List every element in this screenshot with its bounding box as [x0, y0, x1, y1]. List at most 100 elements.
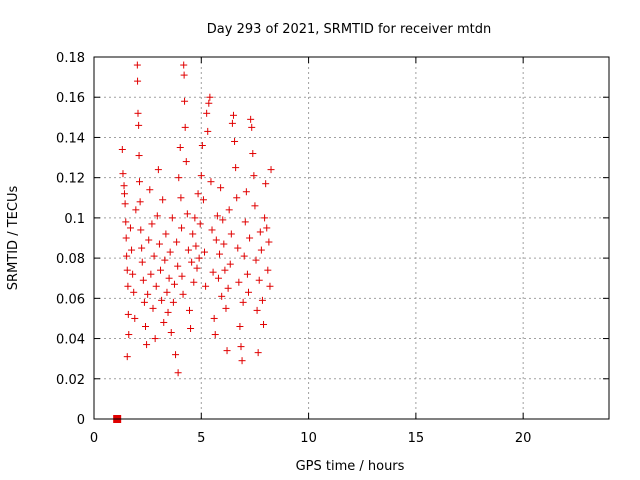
data-point	[210, 314, 218, 322]
data-point	[194, 190, 202, 198]
data-point	[231, 137, 239, 145]
data-point	[213, 212, 221, 220]
y-tick-label: 0.12	[56, 172, 85, 187]
data-point	[249, 150, 257, 158]
y-tick-label: 0.16	[56, 91, 85, 106]
data-point	[237, 343, 245, 351]
data-point	[243, 270, 251, 278]
data-point	[266, 282, 274, 290]
data-point	[257, 246, 265, 254]
data-point	[145, 236, 153, 244]
data-point	[177, 194, 185, 202]
data-point	[253, 306, 261, 314]
data-point	[158, 296, 166, 304]
data-point	[196, 220, 204, 228]
data-point	[189, 230, 197, 238]
data-point	[250, 172, 258, 180]
data-point	[264, 266, 272, 274]
data-point	[261, 214, 269, 222]
data-point	[121, 200, 129, 208]
plot-frame	[93, 56, 610, 420]
axis-ticks: 0 0.02 0.04 0.06 0.08 0.1 0.12 0.14 0.16 0.18 0 5 10…	[56, 51, 609, 446]
data-point	[134, 109, 142, 117]
data-point	[169, 298, 177, 306]
data-point	[184, 246, 192, 254]
data-point	[133, 61, 141, 69]
grid-lines	[94, 57, 609, 419]
data-point	[135, 178, 143, 186]
data-point	[131, 314, 139, 322]
data-point	[211, 331, 219, 339]
data-point	[144, 290, 152, 298]
data-point	[122, 218, 130, 226]
data-point	[149, 304, 157, 312]
data-point	[252, 256, 260, 264]
data-point	[241, 218, 249, 226]
data-point	[236, 322, 244, 330]
data-point	[160, 318, 168, 326]
data-point	[143, 341, 151, 349]
data-point	[165, 274, 173, 282]
y-tick-label: 0	[77, 413, 85, 428]
data-point	[152, 282, 160, 290]
data-point	[217, 184, 225, 192]
data-point	[246, 234, 254, 242]
data-point	[150, 252, 158, 260]
data-point	[154, 166, 162, 174]
data-point	[247, 115, 255, 123]
y-tick-label: 0.18	[56, 51, 85, 66]
data-point	[135, 121, 143, 129]
data-point	[229, 111, 237, 119]
data-point	[190, 278, 198, 286]
data-point	[240, 252, 248, 260]
data-point	[148, 220, 156, 228]
data-point	[129, 270, 137, 278]
data-point	[161, 256, 169, 264]
data-point	[205, 99, 213, 107]
data-point	[120, 190, 128, 198]
x-tick-label: 15	[408, 431, 425, 446]
data-point	[207, 178, 215, 186]
data-point	[220, 240, 228, 248]
data-point	[235, 278, 243, 286]
data-point	[135, 152, 143, 160]
data-point	[175, 174, 183, 182]
data-point	[195, 254, 203, 262]
data-point	[254, 349, 262, 357]
data-point	[214, 274, 222, 282]
data-point	[123, 252, 131, 260]
x-tick-label: 10	[300, 431, 317, 446]
x-tick-label: 0	[90, 431, 98, 446]
data-point	[182, 158, 190, 166]
data-point	[172, 351, 180, 359]
data-point	[222, 304, 230, 312]
data-point	[251, 202, 259, 210]
data-point	[139, 276, 147, 284]
data-point	[174, 262, 182, 270]
data-point	[199, 196, 207, 204]
data-point	[238, 357, 246, 365]
data-point	[138, 244, 146, 252]
x-tick-label: 20	[515, 431, 532, 446]
data-point	[173, 238, 181, 246]
data-point	[181, 123, 189, 131]
data-point	[181, 97, 189, 105]
data-point	[221, 266, 229, 274]
data-point	[124, 282, 132, 290]
data-point	[120, 182, 128, 190]
data-point	[219, 216, 227, 224]
data-point	[168, 214, 176, 222]
data-point	[136, 198, 144, 206]
data-point	[140, 298, 148, 306]
data-point	[224, 284, 232, 292]
data-point	[216, 250, 224, 258]
chart-title: Day 293 of 2021, SRMTID for receiver mtd…	[207, 22, 491, 37]
data-point	[218, 292, 226, 300]
data-point	[208, 226, 216, 234]
data-point	[265, 238, 273, 246]
data-point	[204, 127, 212, 135]
data-point	[126, 224, 134, 232]
data-point	[197, 172, 205, 180]
data-point	[226, 260, 234, 268]
